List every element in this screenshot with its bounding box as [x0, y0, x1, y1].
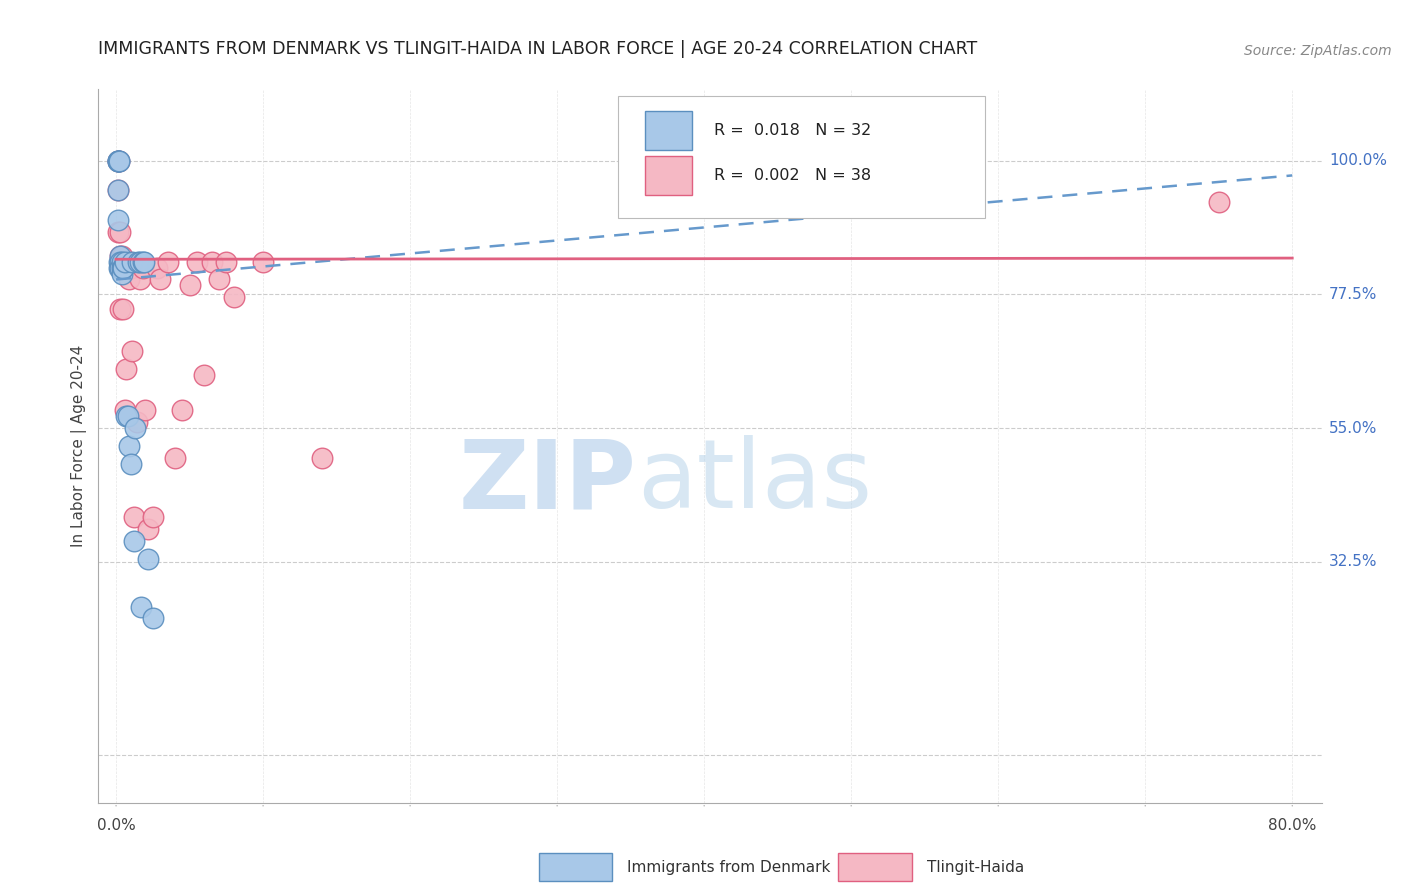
Point	[138, 552, 160, 566]
Point	[110, 254, 132, 268]
Point	[222, 290, 245, 304]
Point	[107, 183, 129, 197]
Point	[129, 599, 152, 614]
Point	[128, 254, 150, 268]
Point	[112, 254, 135, 268]
Point	[118, 272, 141, 286]
Point	[112, 302, 135, 317]
Point	[108, 153, 131, 168]
Text: 100.0%: 100.0%	[1329, 153, 1386, 168]
Point	[111, 260, 134, 275]
Point	[122, 510, 145, 524]
Point	[115, 409, 138, 424]
Point	[107, 225, 129, 239]
Point	[120, 457, 142, 471]
Point	[124, 421, 146, 435]
Point	[131, 260, 153, 275]
Point	[121, 343, 143, 358]
Point	[107, 153, 129, 168]
Point	[311, 450, 333, 465]
Point	[131, 254, 153, 268]
Point	[108, 260, 131, 275]
Text: R =  0.018   N = 32: R = 0.018 N = 32	[714, 123, 870, 137]
Point	[118, 439, 141, 453]
Text: Immigrants from Denmark: Immigrants from Denmark	[627, 860, 830, 874]
Point	[112, 260, 135, 275]
Point	[142, 611, 165, 625]
Point	[125, 415, 148, 429]
Point	[114, 254, 136, 268]
Text: 80.0%: 80.0%	[1268, 818, 1316, 832]
Point	[128, 272, 150, 286]
Bar	[838, 853, 912, 881]
Point	[107, 183, 129, 197]
Point	[186, 254, 208, 268]
Point	[132, 254, 155, 268]
Y-axis label: In Labor Force | Age 20-24: In Labor Force | Age 20-24	[72, 345, 87, 547]
Point	[110, 302, 132, 317]
Text: R =  0.002   N = 38: R = 0.002 N = 38	[714, 168, 870, 183]
Point	[107, 213, 129, 227]
Point	[1208, 195, 1230, 210]
Point	[112, 260, 135, 275]
Text: IMMIGRANTS FROM DENMARK VS TLINGIT-HAIDA IN LABOR FORCE | AGE 20-24 CORRELATION : IMMIGRANTS FROM DENMARK VS TLINGIT-HAIDA…	[98, 40, 977, 58]
Point	[179, 278, 201, 293]
Point	[127, 254, 149, 268]
Text: Tlingit-Haida: Tlingit-Haida	[927, 860, 1024, 874]
FancyBboxPatch shape	[619, 96, 986, 218]
Point	[172, 403, 194, 417]
Point	[142, 510, 165, 524]
Point	[146, 260, 169, 275]
Point	[108, 254, 131, 268]
Bar	[538, 853, 612, 881]
Point	[114, 403, 136, 417]
Point	[111, 249, 134, 263]
Point	[193, 368, 215, 382]
Point	[111, 267, 134, 281]
Point	[121, 254, 143, 268]
Point	[108, 153, 131, 168]
Point	[117, 409, 139, 424]
Point	[108, 153, 131, 168]
Text: atlas: atlas	[637, 435, 872, 528]
Bar	[645, 155, 692, 194]
Point	[110, 260, 132, 275]
Point	[122, 534, 145, 549]
Point	[110, 225, 132, 239]
Point	[252, 254, 274, 268]
Point	[215, 254, 238, 268]
Point	[138, 522, 160, 536]
Point	[107, 153, 129, 168]
Point	[115, 361, 138, 376]
Text: 77.5%: 77.5%	[1329, 287, 1378, 301]
Point	[163, 450, 186, 465]
Text: 32.5%: 32.5%	[1329, 555, 1378, 569]
Text: 0.0%: 0.0%	[97, 818, 135, 832]
Point	[107, 153, 129, 168]
Point	[117, 254, 139, 268]
Point	[110, 249, 132, 263]
Point	[156, 254, 179, 268]
Text: ZIP: ZIP	[458, 435, 637, 528]
Point	[149, 272, 172, 286]
Point	[201, 254, 224, 268]
Point	[134, 403, 156, 417]
Point	[120, 260, 142, 275]
Text: Source: ZipAtlas.com: Source: ZipAtlas.com	[1244, 44, 1392, 58]
Point	[107, 153, 129, 168]
Text: 55.0%: 55.0%	[1329, 421, 1378, 435]
Point	[111, 254, 134, 268]
Point	[110, 249, 132, 263]
Point	[208, 272, 231, 286]
Bar	[645, 111, 692, 150]
